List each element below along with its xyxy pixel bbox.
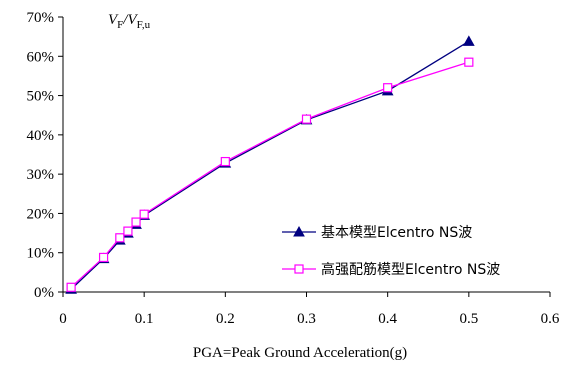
data-point — [464, 57, 474, 67]
data-point — [139, 209, 149, 219]
x-axis-title: PGA=Peak Ground Acceleration(g) — [193, 345, 407, 361]
y-tick-label: 0% — [34, 285, 54, 301]
x-tick-label: 0 — [59, 311, 67, 327]
x-tick-label: 0.3 — [297, 311, 316, 327]
y-tick-label: 50% — [27, 89, 55, 105]
legend-item: 基本模型Elcentro NS波 — [282, 224, 472, 241]
annotation-v1: V — [108, 12, 119, 28]
data-point — [131, 217, 141, 227]
data-point — [220, 156, 230, 167]
axes: 0% 10% 20% 30% 40% 50% 60% 70% 0 0.1 0.2 0.3 0.4 0.5 0… — [27, 10, 560, 327]
data-point — [383, 83, 393, 93]
x-tick-label: 0.4 — [378, 311, 397, 327]
legend-item: 高强配筋模型Elcentro NS波 — [282, 261, 500, 278]
annotation-sub2: F,u — [137, 19, 151, 31]
y-annotation: VF/VF,u — [108, 12, 151, 31]
y-tick-label: 30% — [27, 167, 55, 183]
data-point — [115, 233, 125, 243]
series-layer — [65, 35, 475, 294]
x-tick-label: 0.1 — [135, 311, 154, 327]
data-point — [123, 226, 133, 236]
annotation-slash: / — [122, 12, 129, 28]
y-tick-label: 70% — [27, 10, 55, 26]
annotation-v2: V — [127, 12, 138, 28]
y-tick-label: 20% — [27, 206, 55, 222]
series-2 — [66, 57, 474, 292]
data-point — [301, 114, 312, 124]
annotation-sub1: F — [117, 19, 123, 31]
x-tick-label: 0.2 — [216, 311, 235, 327]
y-tick-label: 40% — [27, 128, 55, 144]
y-tick-label: 10% — [27, 246, 55, 262]
data-point — [98, 252, 109, 263]
legend-label: 基本模型Elcentro NS波 — [321, 224, 472, 241]
data-point — [66, 282, 76, 292]
legend-label: 高强配筋模型Elcentro NS波 — [321, 261, 500, 278]
y-tick-label: 60% — [27, 49, 55, 65]
x-tick-label: 0.5 — [459, 311, 478, 327]
x-tick-label: 0.6 — [541, 311, 560, 327]
data-point — [462, 35, 475, 46]
legend-marker — [294, 264, 304, 274]
legend-marker — [293, 225, 305, 237]
